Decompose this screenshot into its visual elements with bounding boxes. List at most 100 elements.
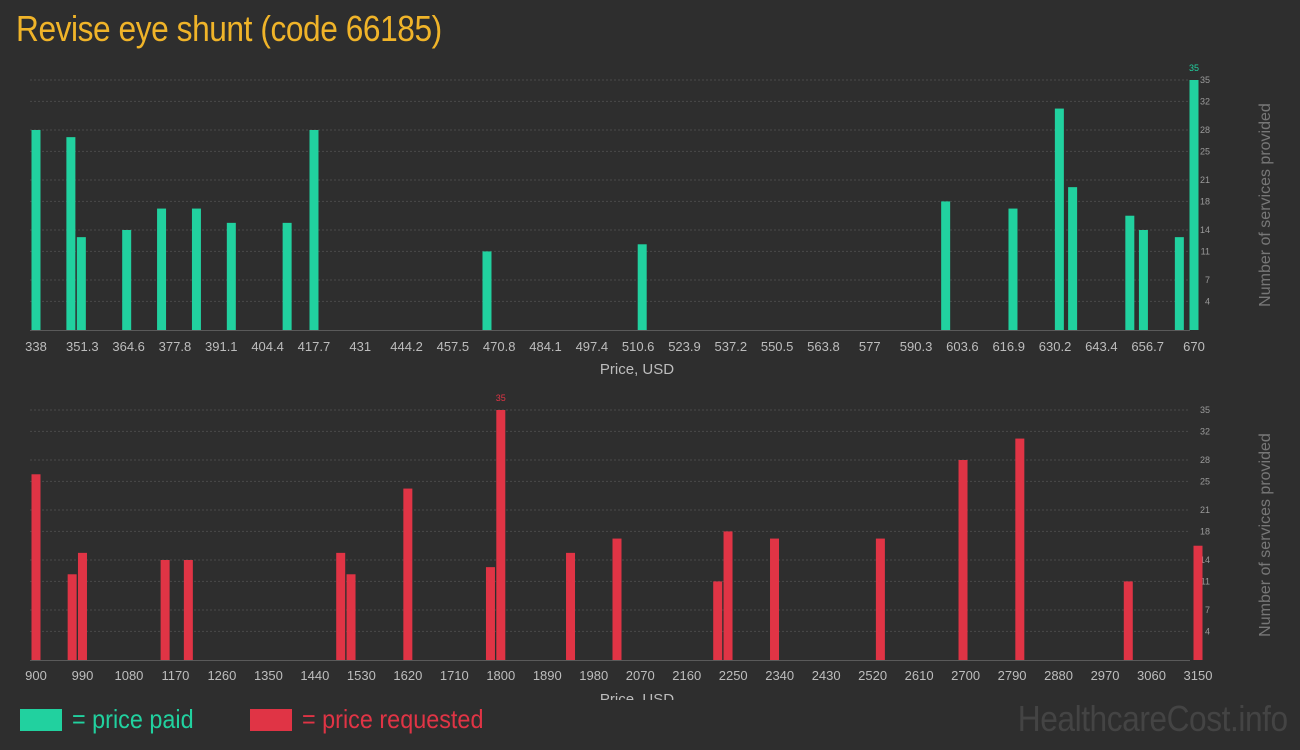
- x-tick-label: 2250: [719, 668, 748, 683]
- y-tick-label: 35: [1200, 75, 1210, 85]
- x-tick-label: 1890: [533, 668, 562, 683]
- y-axis-title: Number of services provided: [1257, 433, 1274, 637]
- bar: [183, 560, 193, 660]
- y-tick-label: 28: [1200, 125, 1210, 135]
- legend-label-requested: = price requested: [302, 704, 484, 734]
- x-tick-label: 404.4: [251, 339, 284, 354]
- bar: [1125, 215, 1135, 330]
- bar: [566, 552, 576, 660]
- x-tick-label: 2700: [951, 668, 980, 683]
- x-tick-label: 444.2: [390, 339, 423, 354]
- bar: [958, 460, 968, 660]
- x-tick-label: 577: [859, 339, 881, 354]
- x-tick-label: 484.1: [529, 339, 562, 354]
- bar: [713, 581, 723, 660]
- bar: [1123, 581, 1133, 660]
- bar: [496, 410, 506, 660]
- bar: [31, 130, 41, 330]
- x-tick-label: 2070: [626, 668, 655, 683]
- x-tick-label: 457.5: [437, 339, 470, 354]
- y-tick-label: 18: [1200, 196, 1210, 206]
- x-tick-label: 3150: [1184, 668, 1213, 683]
- y-tick-label: 7: [1205, 275, 1210, 285]
- x-tick-label: 616.9: [992, 339, 1025, 354]
- bar: [77, 552, 87, 660]
- x-tick-label: 1260: [207, 668, 236, 683]
- y-tick-label: 11: [1201, 246, 1210, 256]
- x-tick-label: 338: [25, 339, 47, 354]
- y-tick-label: 21: [1200, 175, 1210, 185]
- bar: [1015, 438, 1025, 660]
- bar: [31, 474, 41, 660]
- x-tick-label: 2340: [765, 668, 794, 683]
- max-value-label: 35: [1189, 63, 1199, 73]
- x-tick-label: 590.3: [900, 339, 933, 354]
- bar: [1008, 208, 1018, 330]
- y-tick-label: 35: [1200, 405, 1210, 415]
- bar: [1189, 80, 1199, 330]
- x-tick-label: 1170: [161, 668, 189, 683]
- bar: [1068, 187, 1078, 330]
- bar: [637, 244, 647, 330]
- legend-swatch-requested: [250, 708, 292, 731]
- x-tick-label: 990: [72, 668, 94, 683]
- y-tick-label: 4: [1205, 626, 1210, 636]
- x-tick-label: 510.6: [622, 339, 655, 354]
- x-tick-label: 1440: [300, 668, 329, 683]
- x-tick-label: 537.2: [715, 339, 748, 354]
- bar: [122, 230, 132, 330]
- x-tick-label: 1980: [579, 668, 608, 683]
- bar: [66, 137, 76, 330]
- bar: [403, 488, 413, 660]
- x-tick-label: 670: [1183, 339, 1205, 354]
- bar: [875, 538, 885, 660]
- bar: [723, 531, 733, 660]
- y-tick-label: 14: [1200, 225, 1210, 235]
- x-axis-title: Price, USD: [600, 361, 674, 378]
- legend-swatch-paid: [20, 708, 62, 731]
- x-tick-label: 550.5: [761, 339, 794, 354]
- x-tick-label: 431: [349, 339, 371, 354]
- x-tick-label: 497.4: [576, 339, 609, 354]
- bar: [485, 567, 495, 660]
- x-tick-label: 2970: [1091, 668, 1120, 683]
- y-tick-label: 14: [1200, 555, 1210, 565]
- x-tick-label: 417.7: [298, 339, 331, 354]
- bar: [1174, 237, 1184, 330]
- x-tick-label: 630.2: [1039, 339, 1072, 354]
- bar: [336, 552, 346, 660]
- y-tick-label: 4: [1205, 296, 1210, 306]
- bar: [941, 201, 951, 330]
- y-tick-label: 32: [1200, 426, 1210, 436]
- x-tick-label: 351.3: [66, 339, 99, 354]
- bar: [309, 130, 319, 330]
- x-tick-label: 2610: [905, 668, 934, 683]
- bar: [770, 538, 780, 660]
- y-axis-title: Number of services provided: [1257, 103, 1274, 307]
- y-tick-label: 7: [1205, 605, 1210, 615]
- y-tick-label: 18: [1200, 526, 1210, 536]
- max-value-label: 35: [496, 393, 506, 403]
- y-tick-label: 11: [1201, 576, 1210, 586]
- x-tick-label: 470.8: [483, 339, 516, 354]
- x-tick-label: 2880: [1044, 668, 1073, 683]
- y-tick-label: 21: [1200, 505, 1210, 515]
- x-tick-label: 2160: [672, 668, 701, 683]
- y-tick-label: 25: [1200, 476, 1210, 486]
- bar: [346, 574, 356, 660]
- x-tick-label: 1080: [114, 668, 143, 683]
- x-axis-title: Price, USD: [600, 691, 674, 700]
- x-tick-label: 563.8: [807, 339, 840, 354]
- x-tick-label: 523.9: [668, 339, 701, 354]
- bar: [160, 560, 170, 660]
- bar: [1054, 108, 1064, 330]
- y-tick-label: 28: [1200, 455, 1210, 465]
- x-tick-label: 1800: [486, 668, 515, 683]
- x-tick-label: 2520: [858, 668, 887, 683]
- legend-price-requested: = price requested: [250, 704, 504, 735]
- x-tick-label: 900: [25, 668, 47, 683]
- price-requested-chart: 4 7 11 14 18 21 25 28 32 35 35 900 990 1080 1170 1260 13…: [25, 393, 1274, 700]
- bar: [1138, 230, 1148, 330]
- bar: [1193, 545, 1203, 660]
